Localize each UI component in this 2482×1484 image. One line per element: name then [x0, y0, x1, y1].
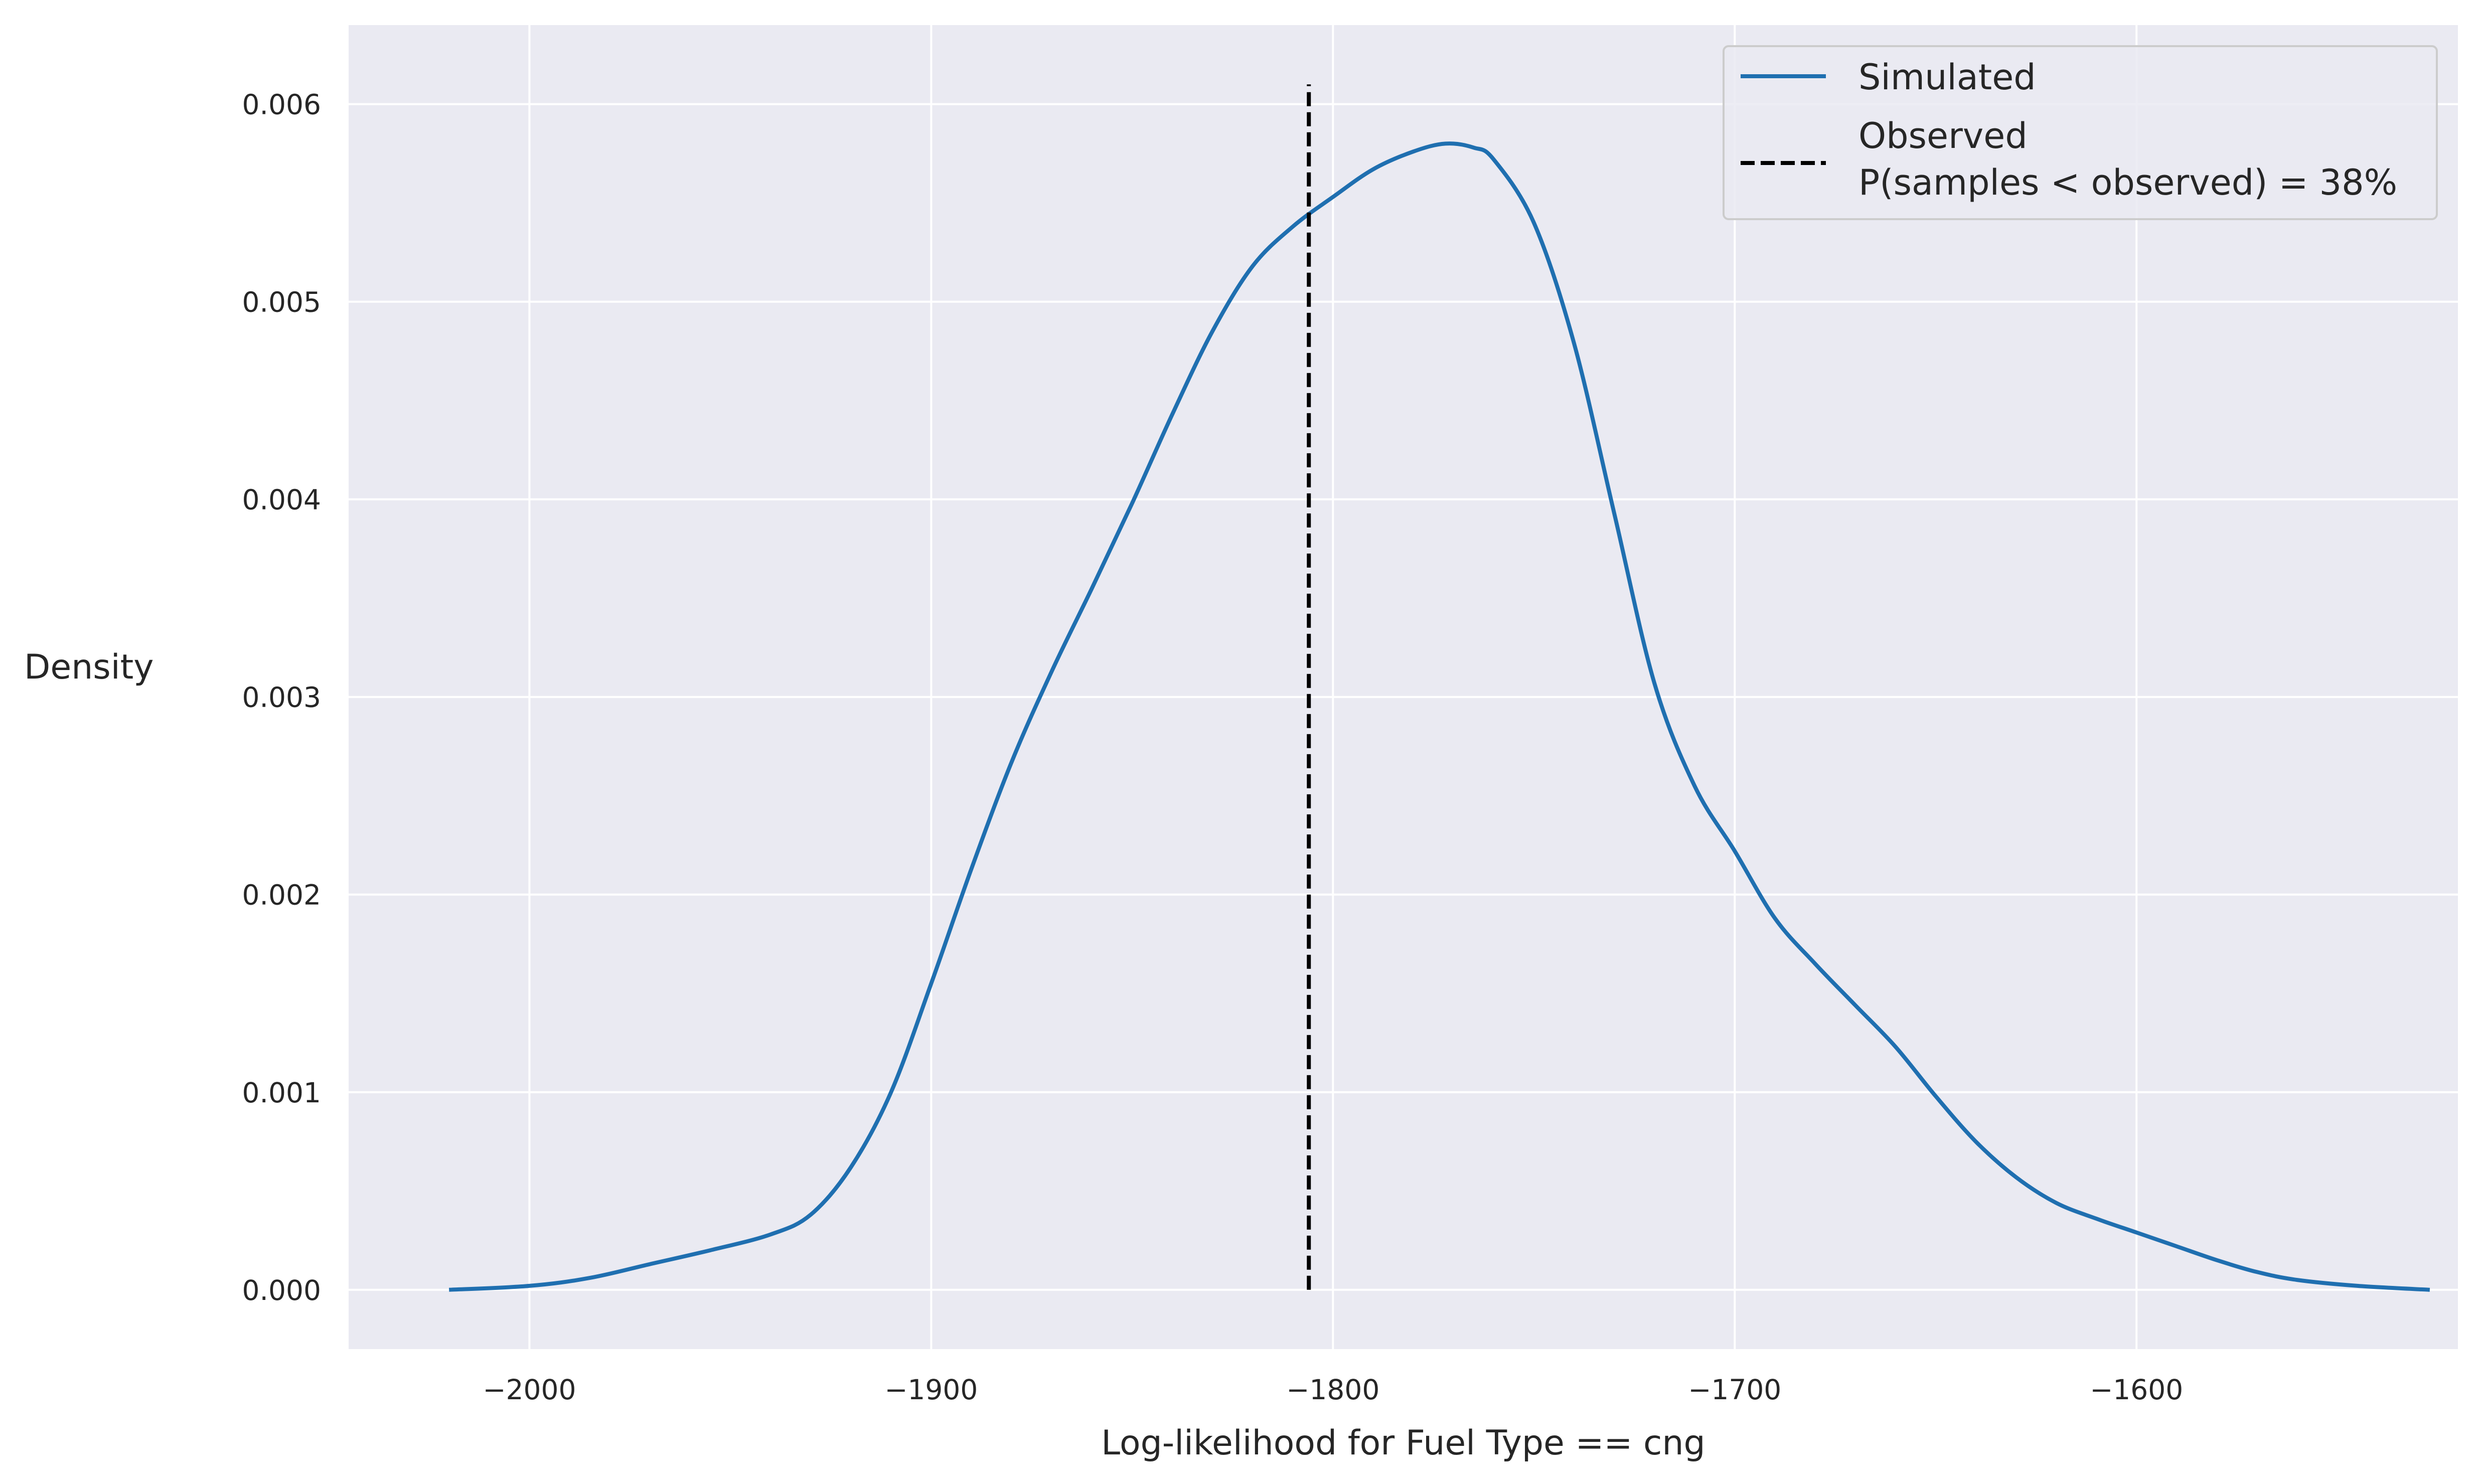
x-tick-label: −1600 [2090, 1374, 2183, 1406]
x-tick-label: −1700 [1688, 1374, 1781, 1406]
y-tick-label: 0.001 [242, 1077, 321, 1109]
y-tick-label: 0.004 [242, 484, 321, 516]
y-tick-label: 0.002 [242, 879, 321, 911]
x-tick-label: −1900 [884, 1374, 978, 1406]
y-axis-label: Density [24, 647, 154, 687]
legend-simulated-label: Simulated [1858, 57, 2036, 98]
x-tick-label: −2000 [483, 1374, 576, 1406]
x-axis-label: Log-likelihood for Fuel Type == cng [1101, 1423, 1705, 1463]
legend-box [1723, 45, 2438, 220]
series-layer [449, 84, 2430, 1292]
legend: Simulated Observed P(samples < observed)… [1723, 45, 2438, 220]
x-tick-label: −1800 [1286, 1374, 1379, 1406]
grid [349, 25, 2458, 1349]
legend-observed-label: Observed [1858, 115, 2028, 156]
y-tick-label: 0.005 [242, 286, 321, 318]
plot-area [349, 25, 2458, 1349]
legend-observed-probability: P(samples < observed) = 38% [1858, 162, 2397, 203]
y-tick-label: 0.000 [242, 1274, 321, 1306]
y-tick-label: 0.003 [242, 682, 321, 714]
x-tick-labels: −2000 −1900 −1800 −1700 −1600 [483, 1374, 2183, 1406]
y-tick-labels: 0.000 0.001 0.002 0.003 0.004 0.005 0.006 [242, 89, 321, 1306]
y-tick-label: 0.006 [242, 89, 321, 121]
series-line-simulated [449, 141, 2430, 1292]
